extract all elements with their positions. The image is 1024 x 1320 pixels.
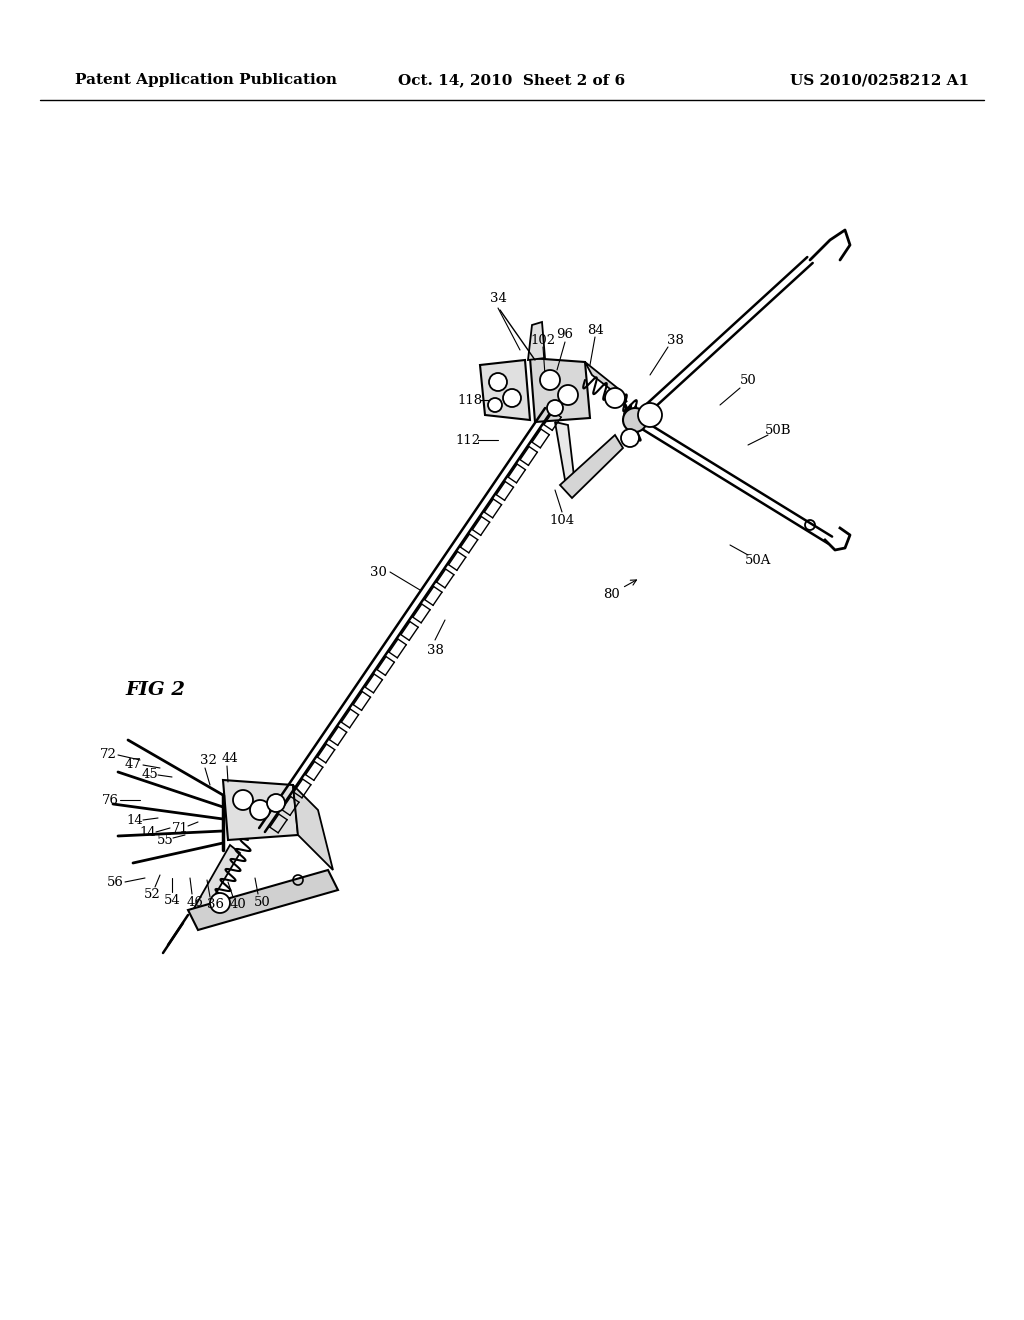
Polygon shape bbox=[528, 322, 545, 360]
Circle shape bbox=[489, 374, 507, 391]
Text: 54: 54 bbox=[164, 894, 180, 907]
Circle shape bbox=[488, 399, 502, 412]
Text: 36: 36 bbox=[207, 899, 223, 912]
Circle shape bbox=[503, 389, 521, 407]
Polygon shape bbox=[193, 845, 240, 915]
Circle shape bbox=[638, 403, 662, 426]
Text: 52: 52 bbox=[143, 888, 161, 902]
Text: 32: 32 bbox=[200, 754, 216, 767]
Text: FIG 2: FIG 2 bbox=[125, 681, 185, 700]
Text: 38: 38 bbox=[427, 644, 443, 656]
Text: Patent Application Publication: Patent Application Publication bbox=[75, 73, 337, 87]
Circle shape bbox=[250, 800, 270, 820]
Text: 30: 30 bbox=[370, 565, 386, 578]
Text: 71: 71 bbox=[172, 821, 188, 834]
Text: 46: 46 bbox=[186, 895, 204, 908]
Text: 50B: 50B bbox=[765, 424, 792, 437]
Circle shape bbox=[547, 400, 563, 416]
Circle shape bbox=[267, 795, 285, 812]
Circle shape bbox=[621, 429, 639, 447]
Circle shape bbox=[540, 370, 560, 389]
Text: US 2010/0258212 A1: US 2010/0258212 A1 bbox=[790, 73, 969, 87]
Circle shape bbox=[623, 408, 647, 432]
Polygon shape bbox=[188, 870, 338, 931]
Polygon shape bbox=[585, 362, 627, 403]
Text: 38: 38 bbox=[667, 334, 683, 346]
Circle shape bbox=[210, 894, 230, 913]
Text: 118: 118 bbox=[458, 393, 482, 407]
Text: 14: 14 bbox=[127, 813, 143, 826]
Polygon shape bbox=[530, 358, 590, 422]
Text: 50A: 50A bbox=[744, 553, 771, 566]
Text: 112: 112 bbox=[456, 433, 480, 446]
Polygon shape bbox=[480, 360, 530, 420]
Text: Oct. 14, 2010  Sheet 2 of 6: Oct. 14, 2010 Sheet 2 of 6 bbox=[398, 73, 626, 87]
Polygon shape bbox=[560, 436, 623, 498]
Text: 76: 76 bbox=[101, 793, 119, 807]
Text: 55: 55 bbox=[157, 833, 173, 846]
Text: 14: 14 bbox=[139, 825, 157, 838]
Polygon shape bbox=[223, 780, 298, 840]
Text: 80: 80 bbox=[603, 589, 621, 602]
Polygon shape bbox=[555, 422, 575, 484]
Text: 102: 102 bbox=[530, 334, 556, 346]
Text: 96: 96 bbox=[556, 329, 573, 342]
Text: 34: 34 bbox=[489, 292, 507, 305]
Text: 45: 45 bbox=[141, 768, 159, 781]
Text: 84: 84 bbox=[587, 323, 603, 337]
Text: 104: 104 bbox=[550, 513, 574, 527]
Text: 50: 50 bbox=[254, 895, 270, 908]
Circle shape bbox=[558, 385, 578, 405]
Text: 56: 56 bbox=[106, 875, 124, 888]
Text: 40: 40 bbox=[229, 899, 247, 912]
Polygon shape bbox=[293, 785, 333, 870]
Text: 72: 72 bbox=[99, 748, 117, 762]
Text: 50: 50 bbox=[739, 374, 757, 387]
Text: 47: 47 bbox=[125, 759, 141, 771]
Circle shape bbox=[233, 789, 253, 810]
Text: 44: 44 bbox=[221, 751, 239, 764]
Circle shape bbox=[605, 388, 625, 408]
